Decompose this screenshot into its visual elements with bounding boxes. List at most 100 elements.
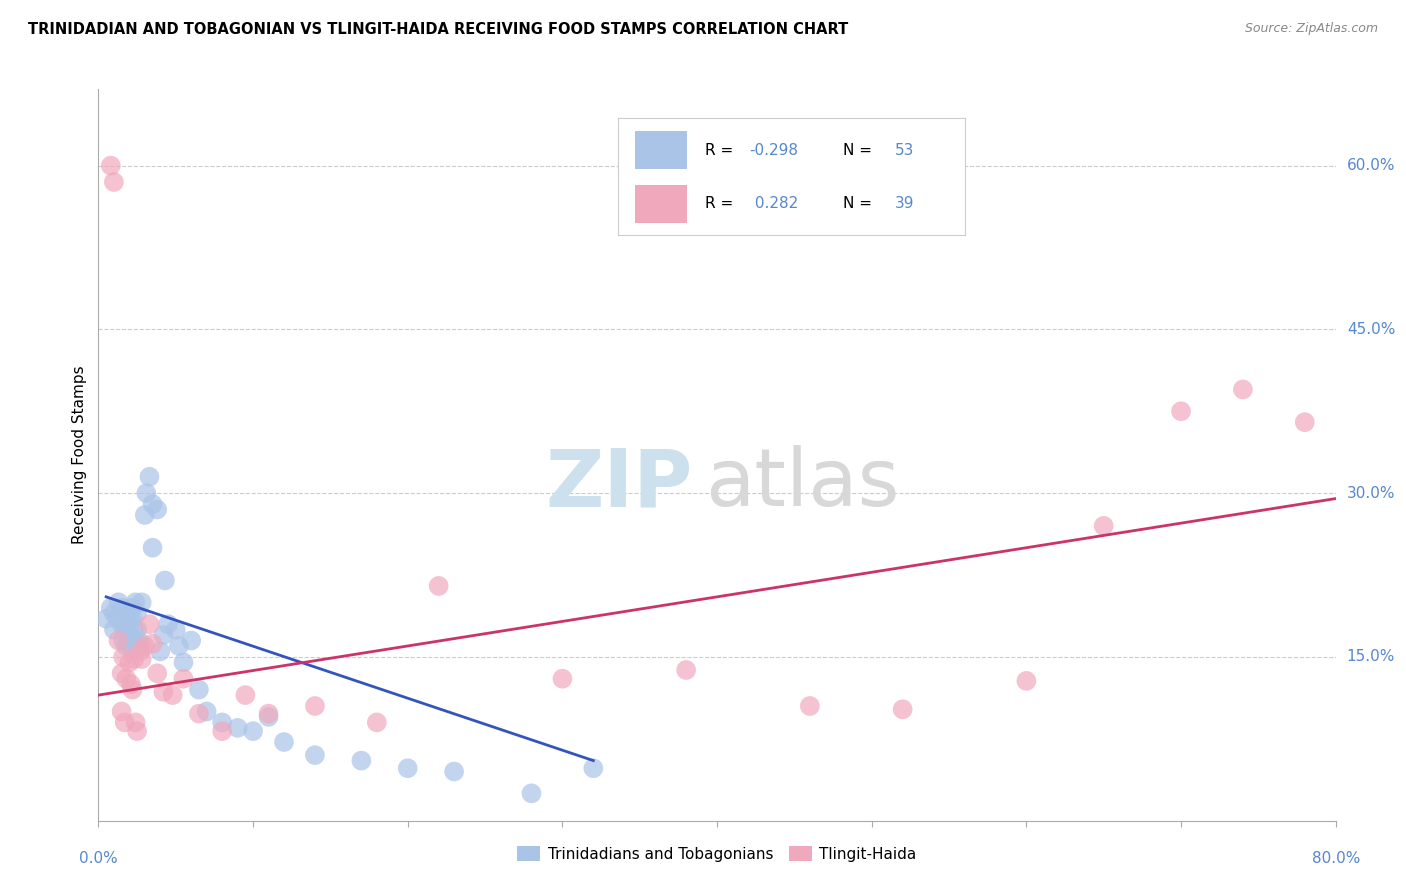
Point [117,628,139,642]
Point [135,486,157,500]
Point [103,623,125,637]
Point [120,677,142,691]
Point [152,628,174,642]
Point [366,715,388,730]
Point [141,637,165,651]
Text: 60.0%: 60.0% [1347,158,1395,173]
Point [146,666,169,681]
Text: 45.0%: 45.0% [1347,322,1395,337]
Point [131,595,153,609]
Point [427,579,450,593]
Point [129,639,152,653]
Text: atlas: atlas [704,445,898,524]
Point [149,644,172,658]
Point [257,706,280,721]
Point [118,612,141,626]
Text: 15.0%: 15.0% [1347,649,1395,665]
Point [162,688,184,702]
Text: 0.0%: 0.0% [79,851,118,866]
Point [111,666,132,681]
Point [167,639,190,653]
Point [1232,383,1254,397]
Point [103,175,125,189]
Point [582,761,605,775]
Point [114,715,136,730]
Point [129,644,152,658]
Point [120,639,142,653]
Point [188,682,211,697]
Point [304,748,326,763]
Point [211,724,233,739]
Point [211,715,233,730]
Point [551,672,574,686]
Point [520,786,543,800]
Point [172,656,194,670]
Text: 30.0%: 30.0% [1347,485,1395,500]
Legend: Trinidadians and Tobagonians, Tlingit-Haida: Trinidadians and Tobagonians, Tlingit-Ha… [512,839,922,868]
Point [396,761,419,775]
Point [134,639,156,653]
Point [100,159,122,173]
Point [131,652,153,666]
Point [799,698,821,713]
Point [124,595,146,609]
Point [304,698,326,713]
Point [242,724,264,739]
Point [122,633,145,648]
Point [1092,519,1115,533]
Point [107,595,129,609]
Point [257,710,280,724]
Point [100,600,122,615]
Point [111,600,132,615]
Point [443,764,465,779]
Point [141,497,165,511]
Point [146,502,169,516]
Point [122,623,145,637]
Point [157,617,180,632]
Point [233,688,257,702]
Point [172,672,194,686]
Point [115,639,138,653]
Point [127,623,149,637]
Point [152,685,174,699]
Point [134,508,156,522]
Point [127,606,149,620]
Point [138,617,160,632]
Point [165,623,187,637]
Point [141,541,165,555]
Point [121,600,143,615]
Point [188,706,211,721]
Point [675,663,697,677]
Point [1294,415,1316,429]
Text: Source: ZipAtlas.com: Source: ZipAtlas.com [1244,22,1378,36]
Point [226,721,249,735]
Y-axis label: Receiving Food Stamps: Receiving Food Stamps [72,366,87,544]
Point [115,606,138,620]
Point [273,735,295,749]
Point [128,633,150,648]
Point [112,649,135,664]
Point [122,652,145,666]
Point [1015,673,1038,688]
Point [96,612,118,626]
Text: 80.0%: 80.0% [1312,851,1360,866]
Point [112,633,135,648]
Point [350,754,373,768]
Point [121,682,143,697]
Point [111,617,132,632]
Point [105,612,128,626]
Point [115,672,138,686]
Point [118,623,141,637]
Text: TRINIDADIAN AND TOBAGONIAN VS TLINGIT-HAIDA RECEIVING FOOD STAMPS CORRELATION CH: TRINIDADIAN AND TOBAGONIAN VS TLINGIT-HA… [28,22,848,37]
Point [103,606,125,620]
Point [107,633,129,648]
Point [121,612,143,626]
Point [138,469,160,483]
Point [1170,404,1192,418]
Point [195,705,218,719]
Text: ZIP: ZIP [546,445,692,524]
Point [153,574,176,588]
Point [127,724,149,739]
Point [118,656,141,670]
Point [114,623,136,637]
